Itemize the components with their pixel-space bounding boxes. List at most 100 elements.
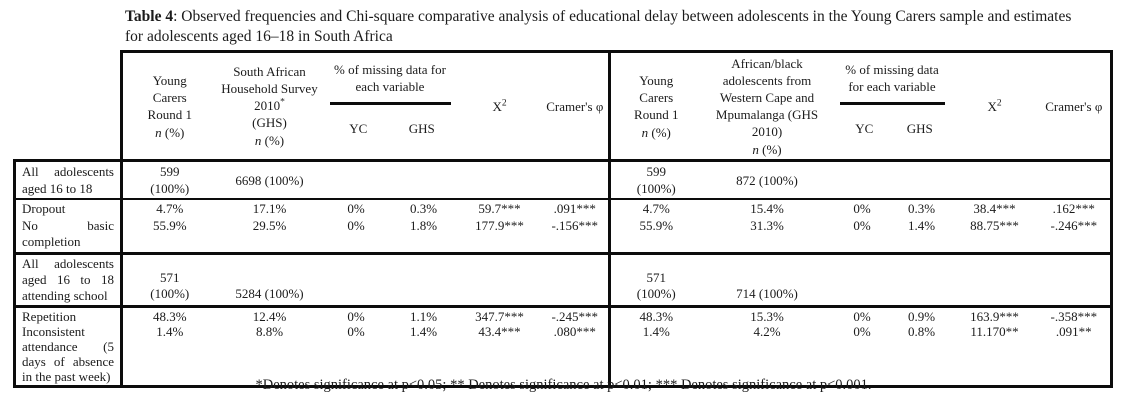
- young-carers-text: Young Carers Round 1: [634, 72, 679, 122]
- data-cell: 59.7*** 177.9***: [457, 199, 542, 255]
- ghs-subheader: GHS: [408, 121, 435, 136]
- data-cell: 0% 0%: [322, 306, 390, 388]
- data-cell: 48.3% 1.4%: [121, 306, 217, 388]
- chi-exponent: 2: [501, 98, 507, 109]
- data-cell: [1037, 253, 1114, 308]
- percent-suffix: (%): [261, 133, 285, 148]
- n-percent-label: n (%): [221, 132, 319, 149]
- significance-footnote: *Denotes significance at p<0.05; ** Deno…: [255, 377, 872, 393]
- missing-data-subheaders: YC GHS: [837, 120, 948, 137]
- data-cell: [541, 160, 612, 200]
- row-label-cell: All adolescents aged 16 to 18 attending …: [13, 253, 123, 308]
- n-symbol: n: [752, 141, 759, 157]
- data-cell: [322, 253, 390, 308]
- data-cell: [389, 253, 458, 308]
- data-cell: 38.4*** 88.75***: [951, 199, 1038, 255]
- table-caption: Table 4: Observed frequencies and Chi-sq…: [125, 7, 1073, 46]
- row-label-cell: All adolescents aged 16 to 18: [13, 160, 123, 200]
- data-cell: 0% 0%: [832, 306, 892, 388]
- missing-data-rule: [839, 102, 945, 105]
- yc-subheader: YC: [855, 121, 874, 136]
- data-cell: -.358*** .091**: [1037, 306, 1114, 388]
- row-label-cell: Repetition Inconsistent attendance (5 da…: [13, 306, 123, 388]
- data-cell: [322, 160, 390, 200]
- table-row-dropout: Dropout No basic completion 4.7% 55.9% 1…: [13, 199, 1114, 255]
- n-percent-label: n (%): [615, 124, 698, 141]
- data-cell: 0.3% 1.4%: [891, 199, 952, 255]
- table-row-repetition: Repetition Inconsistent attendance (5 da…: [13, 306, 1114, 388]
- data-cell: [457, 253, 542, 308]
- data-cell: 571 (100%): [609, 253, 702, 308]
- chi-symbol: X: [987, 98, 997, 114]
- data-cell: 0% 0%: [322, 199, 390, 255]
- data-cell: 0.9% 0.8%: [891, 306, 952, 388]
- header-chi-square-right: X2: [951, 50, 1038, 162]
- data-cell: 4.7% 55.9%: [121, 199, 217, 255]
- sa-survey-asterisk: *: [280, 97, 285, 108]
- yc-subheader: YC: [349, 121, 368, 136]
- data-cell: -.245*** .080***: [541, 306, 612, 388]
- missing-data-title: % of missing data for each variable: [845, 62, 939, 94]
- data-cell: 872 (100%): [701, 160, 833, 200]
- percent-suffix: (%): [161, 124, 185, 140]
- data-cell: [891, 160, 952, 200]
- header-young-carers-left: Young Carers Round 1 n (%): [121, 50, 217, 162]
- data-cell: [951, 253, 1038, 308]
- data-cell: 571 (100%): [121, 253, 217, 308]
- data-cell: 347.7*** 43.4***: [457, 306, 542, 388]
- data-cell: 0.3% 1.8%: [389, 199, 458, 255]
- header-cramers-phi-right: Cramer's φ: [1037, 50, 1114, 162]
- header-stub-cell: [14, 51, 123, 162]
- data-cell: [891, 253, 952, 308]
- n-percent-label: n (%): [706, 141, 829, 158]
- table-row-attending-school: All adolescents aged 16 to 18 attending …: [13, 253, 1114, 308]
- table-row-all-adolescents: All adolescents aged 16 to 18 599 (100%)…: [13, 160, 1114, 200]
- sa-survey-name: South African Household Survey 2010: [221, 64, 318, 113]
- data-cell: [1037, 160, 1114, 200]
- sa-survey-text: South African Household Survey 2010*: [221, 63, 319, 114]
- data-cell: 15.3% 4.2%: [701, 306, 833, 388]
- chi-symbol: X: [492, 98, 502, 114]
- data-cell: 599 (100%): [609, 160, 702, 200]
- percent-suffix: (%): [758, 141, 782, 157]
- data-cell: [541, 253, 612, 308]
- data-cell: 17.1% 29.5%: [216, 199, 323, 255]
- data-cell: 5284 (100%): [216, 253, 323, 308]
- data-cell: 0% 0%: [832, 199, 892, 255]
- data-cell: [457, 160, 542, 200]
- data-cell: 1.1% 1.4%: [389, 306, 458, 388]
- missing-data-rule: [329, 102, 451, 105]
- data-cell: [951, 160, 1038, 200]
- header-row: Young Carers Round 1 n (%) South African…: [14, 50, 1114, 162]
- data-cell: [832, 253, 892, 308]
- data-cell: 714 (100%): [701, 253, 833, 308]
- header-missing-data-left: % of missing data for each variable YC GH…: [322, 50, 458, 162]
- data-cell: .162*** -.246***: [1037, 199, 1114, 255]
- african-black-text: African/black adolescents from Western C…: [715, 55, 819, 139]
- data-cell: 4.7% 55.9%: [609, 199, 702, 255]
- header-missing-data-right: % of missing data for each variable YC GH…: [832, 50, 952, 162]
- ghs-subheader: GHS: [906, 121, 933, 136]
- n-percent-label: n (%): [127, 124, 213, 141]
- header-young-carers-right: Young Carers Round 1 n (%): [609, 50, 702, 162]
- data-cell: 15.4% 31.3%: [701, 199, 833, 255]
- table4: Young Carers Round 1 n (%) South African…: [13, 50, 1114, 388]
- header-chi-square-left: X2: [457, 50, 542, 162]
- data-cell: 48.3% 1.4%: [609, 306, 702, 388]
- n-symbol: n: [254, 133, 262, 148]
- n-symbol: n: [155, 124, 162, 140]
- chi-exponent: 2: [996, 98, 1002, 109]
- data-cell: [389, 160, 458, 200]
- data-cell: 12.4% 8.8%: [216, 306, 323, 388]
- percent-suffix: (%): [648, 124, 671, 140]
- data-cell: 599 (100%): [121, 160, 217, 200]
- missing-data-title: % of missing data for each variable: [334, 62, 446, 94]
- data-cell: .091*** -.156***: [541, 199, 612, 255]
- missing-data-subheaders: YC GHS: [327, 120, 454, 137]
- header-cramers-phi-left: Cramer's φ: [541, 50, 612, 162]
- row-label-cell: Dropout No basic completion: [13, 199, 123, 255]
- data-cell: 6698 (100%): [216, 160, 323, 200]
- sa-survey-ghs: (GHS): [252, 115, 287, 130]
- table-caption-text: : Observed frequencies and Chi-square co…: [125, 8, 1072, 45]
